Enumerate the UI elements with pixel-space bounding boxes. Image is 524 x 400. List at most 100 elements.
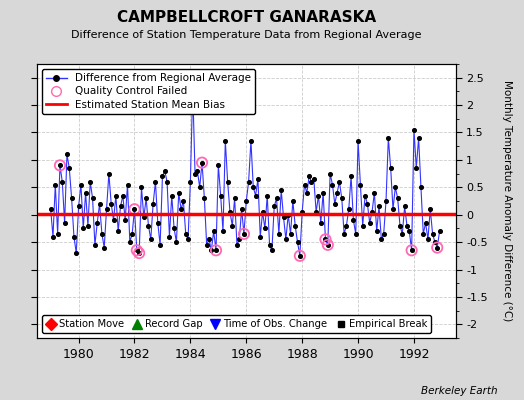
Point: [156, 242, 165, 248]
Point: [102, 206, 111, 212]
Point: [158, 173, 167, 180]
Point: [223, 179, 232, 185]
Point: [345, 206, 353, 212]
Point: [79, 225, 88, 232]
Point: [331, 200, 339, 207]
Point: [110, 217, 118, 223]
Point: [205, 236, 213, 242]
Point: [231, 195, 239, 202]
Point: [142, 195, 150, 202]
Point: [326, 170, 334, 177]
Point: [275, 231, 283, 237]
Point: [384, 135, 392, 141]
Point: [303, 190, 311, 196]
Point: [321, 236, 330, 242]
Point: [328, 181, 336, 188]
Point: [375, 203, 383, 210]
Point: [373, 228, 381, 234]
Point: [72, 250, 81, 256]
Point: [174, 190, 183, 196]
Point: [121, 217, 129, 223]
Point: [137, 184, 146, 190]
Point: [429, 231, 437, 237]
Point: [405, 228, 413, 234]
Point: [296, 253, 304, 259]
Point: [93, 220, 102, 226]
Point: [377, 236, 386, 242]
Point: [89, 195, 97, 202]
Point: [419, 231, 428, 237]
Point: [100, 244, 108, 251]
Point: [60, 220, 69, 226]
Point: [352, 231, 360, 237]
Point: [272, 195, 281, 202]
Point: [112, 192, 120, 199]
Point: [394, 195, 402, 202]
Point: [63, 151, 71, 158]
Point: [181, 231, 190, 237]
Point: [191, 170, 199, 177]
Point: [417, 184, 425, 190]
Point: [277, 187, 286, 193]
Point: [279, 214, 288, 221]
Point: [361, 192, 369, 199]
Point: [284, 212, 292, 218]
Point: [412, 165, 420, 171]
Point: [433, 244, 441, 251]
Point: [144, 222, 152, 229]
Point: [207, 247, 215, 254]
Point: [340, 231, 348, 237]
Point: [247, 138, 255, 144]
Point: [130, 206, 139, 212]
Point: [293, 239, 302, 245]
Point: [70, 234, 78, 240]
Point: [47, 206, 55, 212]
Point: [233, 242, 241, 248]
Point: [179, 198, 188, 204]
Point: [65, 165, 73, 171]
Point: [333, 190, 341, 196]
Point: [107, 200, 115, 207]
Point: [314, 192, 323, 199]
Point: [324, 242, 332, 248]
Point: [307, 179, 315, 185]
Point: [265, 242, 274, 248]
Point: [356, 181, 365, 188]
Point: [354, 138, 362, 144]
Point: [382, 198, 390, 204]
Point: [184, 236, 192, 242]
Point: [189, 86, 197, 92]
Point: [130, 206, 139, 212]
Point: [240, 231, 248, 237]
Point: [58, 179, 67, 185]
Point: [389, 206, 397, 212]
Point: [396, 222, 404, 229]
Point: [214, 162, 223, 168]
Point: [68, 195, 76, 202]
Point: [165, 234, 173, 240]
Point: [258, 209, 267, 215]
Point: [363, 200, 372, 207]
Point: [291, 222, 299, 229]
Point: [321, 236, 330, 242]
Point: [193, 168, 202, 174]
Text: Difference of Station Temperature Data from Regional Average: Difference of Station Temperature Data f…: [71, 30, 421, 40]
Point: [133, 247, 141, 254]
Point: [154, 220, 162, 226]
Point: [56, 162, 64, 168]
Point: [135, 250, 144, 256]
Point: [160, 168, 169, 174]
Point: [86, 179, 94, 185]
Point: [426, 206, 434, 212]
Point: [105, 170, 113, 177]
Point: [198, 160, 206, 166]
Point: [149, 200, 157, 207]
Point: [51, 181, 60, 188]
Point: [244, 179, 253, 185]
Point: [74, 203, 83, 210]
Point: [128, 231, 136, 237]
Point: [342, 222, 351, 229]
Point: [286, 231, 294, 237]
Point: [263, 192, 271, 199]
Legend: Station Move, Record Gap, Time of Obs. Change, Empirical Break: Station Move, Record Gap, Time of Obs. C…: [42, 315, 431, 333]
